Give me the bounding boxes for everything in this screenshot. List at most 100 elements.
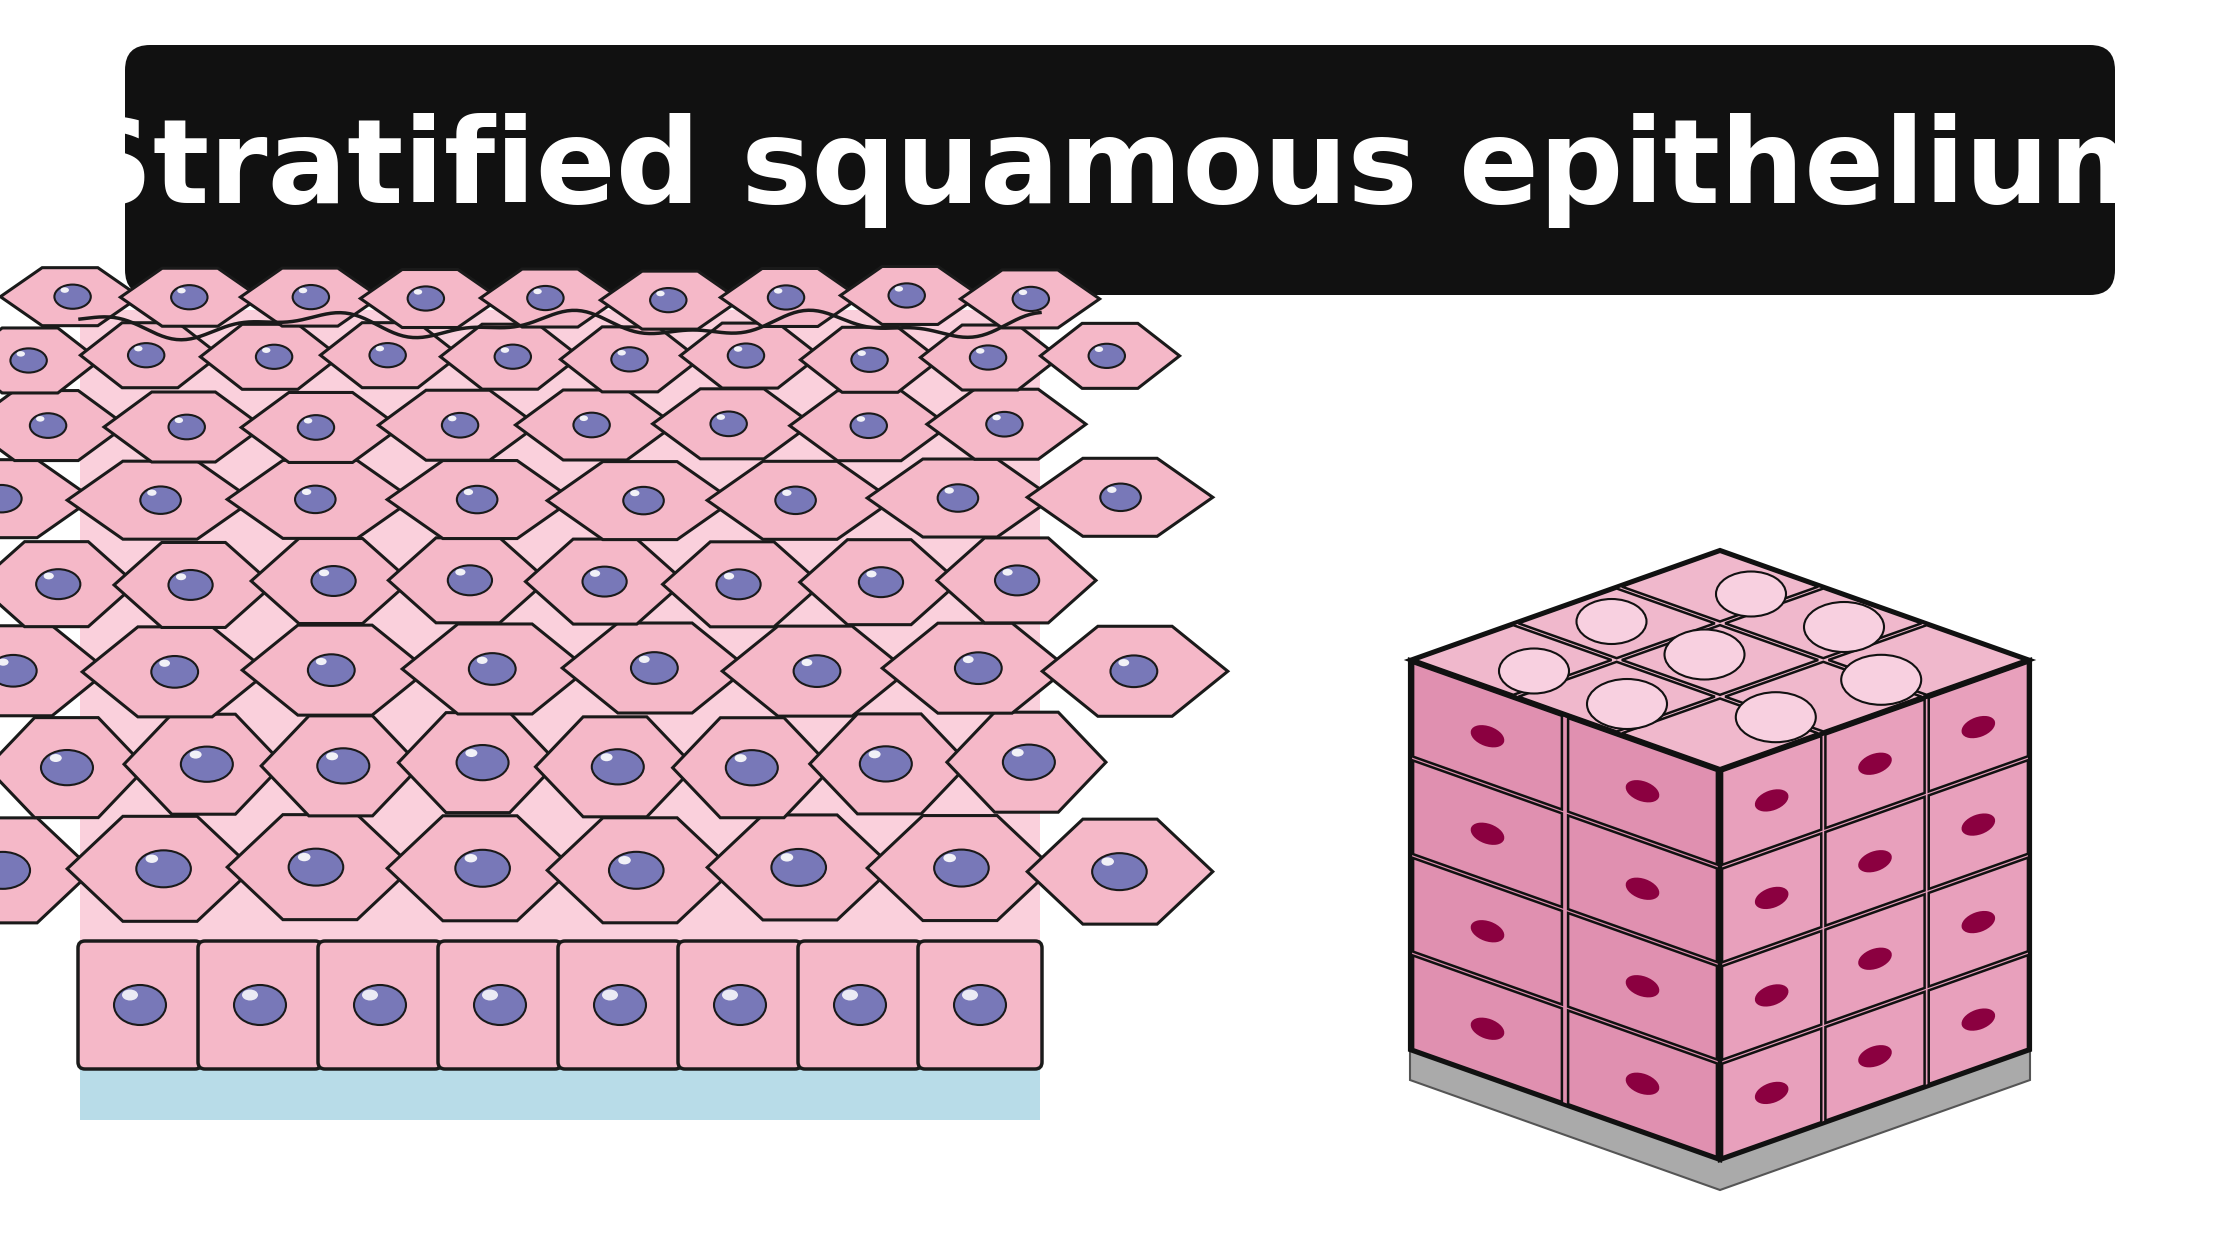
- Ellipse shape: [457, 745, 508, 780]
- Ellipse shape: [1626, 975, 1660, 998]
- Polygon shape: [1622, 698, 1819, 769]
- Polygon shape: [1929, 858, 2027, 987]
- Polygon shape: [262, 716, 421, 816]
- FancyBboxPatch shape: [918, 941, 1042, 1068]
- Ellipse shape: [1004, 745, 1055, 780]
- Ellipse shape: [40, 750, 94, 785]
- Ellipse shape: [376, 345, 383, 352]
- Ellipse shape: [363, 989, 379, 1000]
- Ellipse shape: [650, 289, 685, 312]
- Ellipse shape: [609, 852, 663, 888]
- Polygon shape: [562, 622, 748, 713]
- Ellipse shape: [768, 285, 804, 310]
- Ellipse shape: [802, 659, 813, 667]
- Ellipse shape: [1107, 486, 1116, 493]
- Polygon shape: [226, 815, 412, 920]
- Ellipse shape: [177, 573, 186, 580]
- Polygon shape: [1409, 660, 1720, 1160]
- Ellipse shape: [717, 570, 762, 600]
- Polygon shape: [708, 815, 894, 920]
- Ellipse shape: [618, 856, 632, 864]
- Ellipse shape: [1100, 484, 1140, 512]
- Ellipse shape: [16, 352, 25, 357]
- Polygon shape: [121, 268, 260, 326]
- Polygon shape: [663, 542, 822, 626]
- FancyBboxPatch shape: [558, 941, 681, 1068]
- Ellipse shape: [1859, 948, 1893, 970]
- Polygon shape: [1416, 625, 1611, 694]
- Ellipse shape: [782, 853, 793, 862]
- Polygon shape: [0, 542, 137, 626]
- Polygon shape: [883, 624, 1068, 713]
- Ellipse shape: [448, 566, 493, 595]
- Bar: [81, 310, 1039, 1100]
- Ellipse shape: [177, 287, 186, 294]
- Ellipse shape: [121, 989, 139, 1000]
- Polygon shape: [936, 538, 1095, 622]
- Polygon shape: [1723, 736, 1821, 864]
- Ellipse shape: [793, 655, 840, 687]
- Polygon shape: [867, 815, 1053, 921]
- Polygon shape: [0, 818, 92, 922]
- Ellipse shape: [600, 753, 612, 761]
- Polygon shape: [67, 816, 253, 921]
- Ellipse shape: [298, 853, 311, 862]
- Polygon shape: [1725, 662, 1922, 732]
- Polygon shape: [1028, 819, 1212, 924]
- Ellipse shape: [526, 286, 564, 310]
- Ellipse shape: [1962, 716, 1996, 738]
- Ellipse shape: [455, 568, 466, 576]
- Ellipse shape: [242, 989, 258, 1000]
- Polygon shape: [1622, 552, 1819, 621]
- Polygon shape: [388, 815, 573, 921]
- Ellipse shape: [455, 849, 511, 887]
- Ellipse shape: [318, 748, 370, 784]
- Ellipse shape: [1472, 1018, 1505, 1040]
- Polygon shape: [479, 270, 620, 328]
- Ellipse shape: [289, 849, 343, 886]
- Polygon shape: [403, 624, 587, 714]
- Polygon shape: [320, 323, 459, 388]
- Ellipse shape: [0, 485, 22, 513]
- Ellipse shape: [29, 413, 67, 438]
- Polygon shape: [1622, 625, 1819, 694]
- Ellipse shape: [612, 348, 647, 372]
- Ellipse shape: [833, 985, 887, 1024]
- Polygon shape: [1413, 858, 1561, 1004]
- Ellipse shape: [1859, 752, 1893, 775]
- Ellipse shape: [148, 490, 157, 495]
- Polygon shape: [1929, 760, 2027, 890]
- Ellipse shape: [775, 289, 782, 294]
- Polygon shape: [672, 718, 831, 818]
- Text: Stratified squamous epithelium: Stratified squamous epithelium: [67, 112, 2173, 228]
- Polygon shape: [791, 391, 950, 461]
- Ellipse shape: [298, 287, 307, 294]
- Polygon shape: [0, 267, 139, 325]
- Ellipse shape: [851, 413, 887, 438]
- Ellipse shape: [1118, 659, 1129, 667]
- Polygon shape: [1519, 662, 1716, 732]
- Ellipse shape: [775, 486, 815, 514]
- Ellipse shape: [464, 854, 477, 862]
- Ellipse shape: [255, 345, 291, 369]
- Polygon shape: [251, 538, 410, 624]
- Ellipse shape: [728, 344, 764, 368]
- Polygon shape: [379, 391, 538, 460]
- Polygon shape: [1720, 660, 2029, 1160]
- Ellipse shape: [43, 572, 54, 580]
- Ellipse shape: [1962, 814, 1996, 835]
- Ellipse shape: [977, 348, 983, 354]
- Ellipse shape: [1736, 692, 1817, 742]
- Ellipse shape: [114, 985, 166, 1024]
- Polygon shape: [921, 325, 1060, 391]
- Polygon shape: [1028, 459, 1212, 537]
- Ellipse shape: [992, 415, 1001, 421]
- Polygon shape: [240, 268, 379, 326]
- Polygon shape: [1826, 992, 1924, 1120]
- Ellipse shape: [710, 412, 746, 436]
- Ellipse shape: [170, 285, 208, 310]
- Ellipse shape: [134, 346, 143, 352]
- Ellipse shape: [1499, 649, 1568, 693]
- Ellipse shape: [963, 656, 974, 663]
- Polygon shape: [1725, 588, 1922, 658]
